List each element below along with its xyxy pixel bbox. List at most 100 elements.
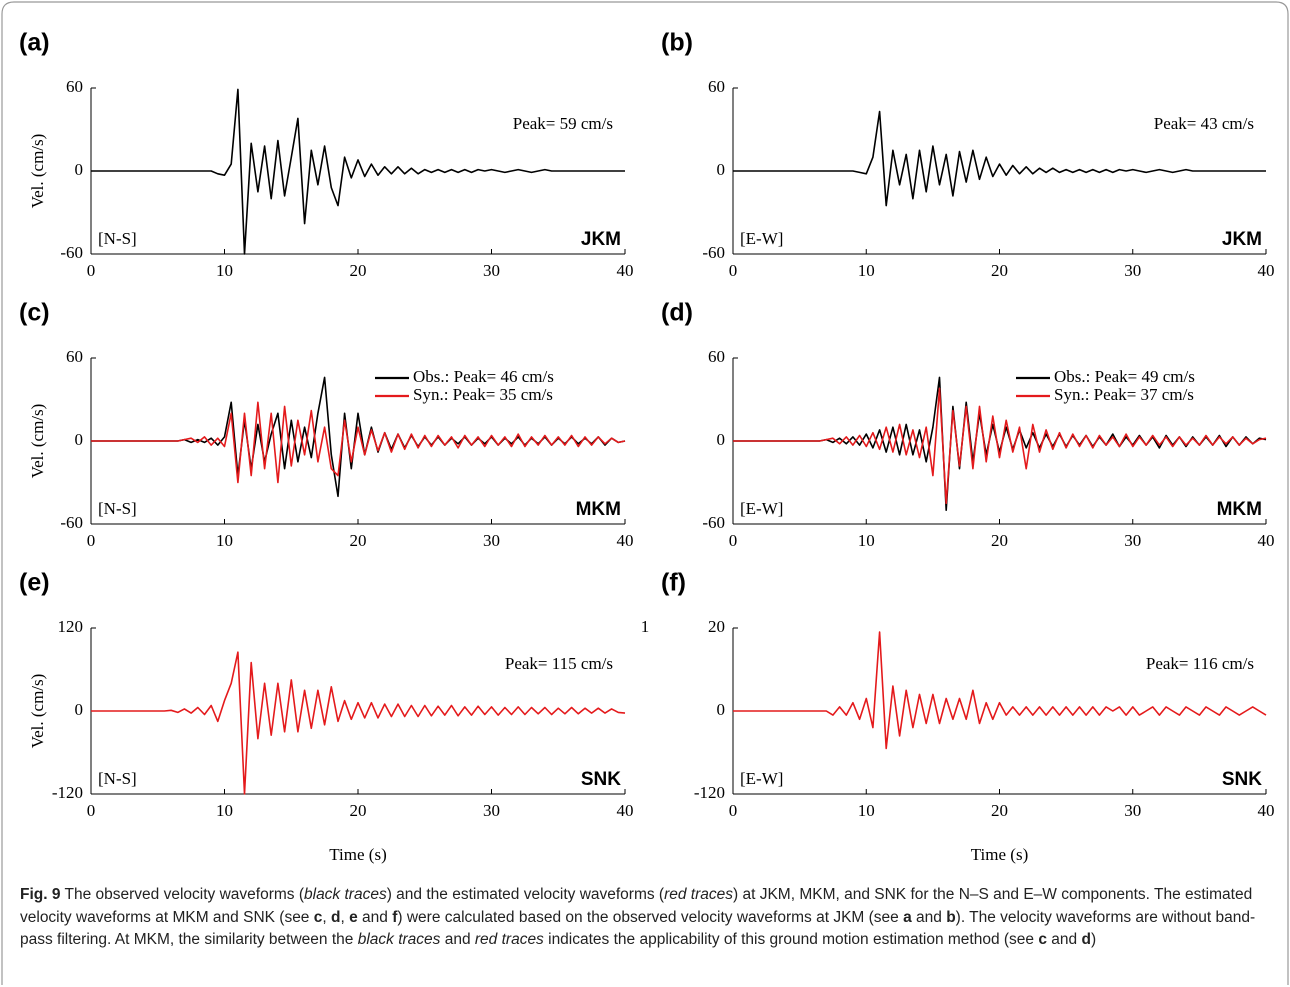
caption-text: ) and the estimated velocity waveforms ( (386, 886, 665, 903)
caption-text: d (331, 908, 341, 926)
x-tick-label: 10 (858, 531, 875, 550)
x-tick-label: 0 (729, 801, 738, 820)
panel-label: (d) (661, 299, 693, 327)
y-tick-label: -60 (60, 513, 83, 532)
annotation: Peak= 59 cm/s (513, 114, 613, 133)
caption-text: and (440, 931, 475, 948)
caption-text: a (903, 908, 912, 926)
x-tick-label: 0 (87, 801, 96, 820)
y-tick-label: -60 (702, 513, 725, 532)
x-tick-label: 0 (729, 261, 738, 280)
y-tick-label: 20 (708, 617, 725, 636)
y-tick-label: 0 (75, 700, 84, 719)
component-label: [E-W] (740, 499, 783, 518)
x-tick-label: 40 (1258, 531, 1275, 550)
waveform (733, 387, 1267, 505)
x-tick-label: 30 (483, 801, 500, 820)
caption-text: and (1046, 931, 1082, 948)
x-tick-label: 20 (350, 801, 367, 820)
component-label: [N-S] (98, 499, 137, 518)
station-label: JKM (581, 229, 621, 250)
caption-text: , (340, 908, 350, 926)
annotation: Peak= 116 cm/s (1146, 654, 1254, 673)
x-tick-label: 20 (991, 801, 1008, 820)
y-axis-label: Vel. (cm/s) (28, 404, 47, 479)
station-label: MKM (1217, 499, 1262, 520)
waveform (91, 88, 625, 255)
y-tick-label: 120 (58, 617, 84, 636)
x-tick-label: 10 (216, 261, 233, 280)
caption-text: red traces (664, 886, 734, 903)
y-tick-label: 60 (708, 347, 725, 366)
panel-label: (a) (19, 29, 50, 57)
caption-text: red traces (474, 931, 544, 948)
x-tick-label: 10 (858, 261, 875, 280)
x-tick-label: 30 (1124, 531, 1141, 550)
caption-text: black traces (304, 886, 387, 903)
waveform (733, 110, 1266, 207)
caption-text: c (1038, 931, 1047, 948)
x-tick-label: 40 (1258, 261, 1275, 280)
x-tick-label: 0 (729, 531, 738, 550)
station-label: JKM (1222, 229, 1262, 250)
y-tick-label: -120 (694, 783, 725, 802)
x-tick-label: 30 (483, 261, 500, 280)
waveform (733, 631, 1267, 750)
legend-label: Syn.: Peak= 35 cm/s (413, 385, 553, 404)
caption-text: The observed velocity waveforms ( (60, 886, 305, 903)
x-tick-label: 40 (617, 531, 634, 550)
panel-label: (c) (19, 299, 50, 327)
component-label: [N-S] (98, 229, 137, 248)
station-label: SNK (1222, 769, 1262, 790)
waveform (91, 401, 626, 484)
y-tick-label: 0 (717, 700, 726, 719)
component-label: [E-W] (740, 229, 783, 248)
x-tick-label: 30 (1124, 261, 1141, 280)
y-tick-label: -60 (60, 243, 83, 262)
legend-label: Obs.: Peak= 46 cm/s (413, 367, 554, 386)
y-tick-label: 60 (66, 347, 83, 366)
caption-text: indicates the applicability of this grou… (543, 931, 1039, 948)
y-tick-label: -60 (702, 243, 725, 262)
caption-text: c (313, 908, 323, 926)
y-tick-label: 0 (717, 160, 726, 179)
caption-text: black traces (357, 931, 441, 948)
x-tick-label: 30 (483, 531, 500, 550)
y-axis-label: Vel. (cm/s) (28, 134, 47, 209)
caption-text: b (946, 908, 956, 926)
station-label: MKM (576, 499, 621, 520)
panel-label: (f) (661, 569, 686, 597)
x-tick-label: 40 (617, 261, 634, 280)
caption-text: ) (1090, 931, 1097, 948)
y-tick-label: 60 (708, 77, 725, 96)
caption-text: e (349, 908, 358, 926)
x-tick-label: 30 (1124, 801, 1141, 820)
y-tick-label: 0 (75, 430, 84, 449)
x-tick-label: 10 (216, 801, 233, 820)
caption: Fig. 9 The observed velocity waveforms (… (20, 884, 1272, 952)
x-tick-label: 40 (1258, 801, 1275, 820)
caption-text: and (911, 908, 947, 926)
panel-label: (b) (661, 29, 693, 57)
x-tick-label: 20 (991, 261, 1008, 280)
x-tick-label: 20 (350, 531, 367, 550)
x-tick-label: 40 (617, 801, 634, 820)
caption-text: d (1081, 931, 1091, 948)
x-tick-label: 0 (87, 531, 96, 550)
x-tick-label: 10 (858, 801, 875, 820)
caption-text: , (322, 908, 331, 926)
y-tick-label: -120 (52, 783, 83, 802)
x-tick-label: 20 (991, 531, 1008, 550)
caption-text: ) at JKM, MKM, and SNK for the N–S and E… (20, 886, 1253, 926)
waveform (91, 651, 626, 795)
x-axis-label: Time (s) (971, 845, 1028, 864)
x-axis-label: Time (s) (329, 845, 386, 864)
y-axis-label: Vel. (cm/s) (28, 674, 47, 749)
component-label: [E-W] (740, 769, 783, 788)
caption-text: and (357, 908, 393, 926)
y-tick-label: 0 (717, 430, 726, 449)
y-tick-label: 60 (66, 77, 83, 96)
annotation: Peak= 115 cm/s (505, 654, 613, 673)
